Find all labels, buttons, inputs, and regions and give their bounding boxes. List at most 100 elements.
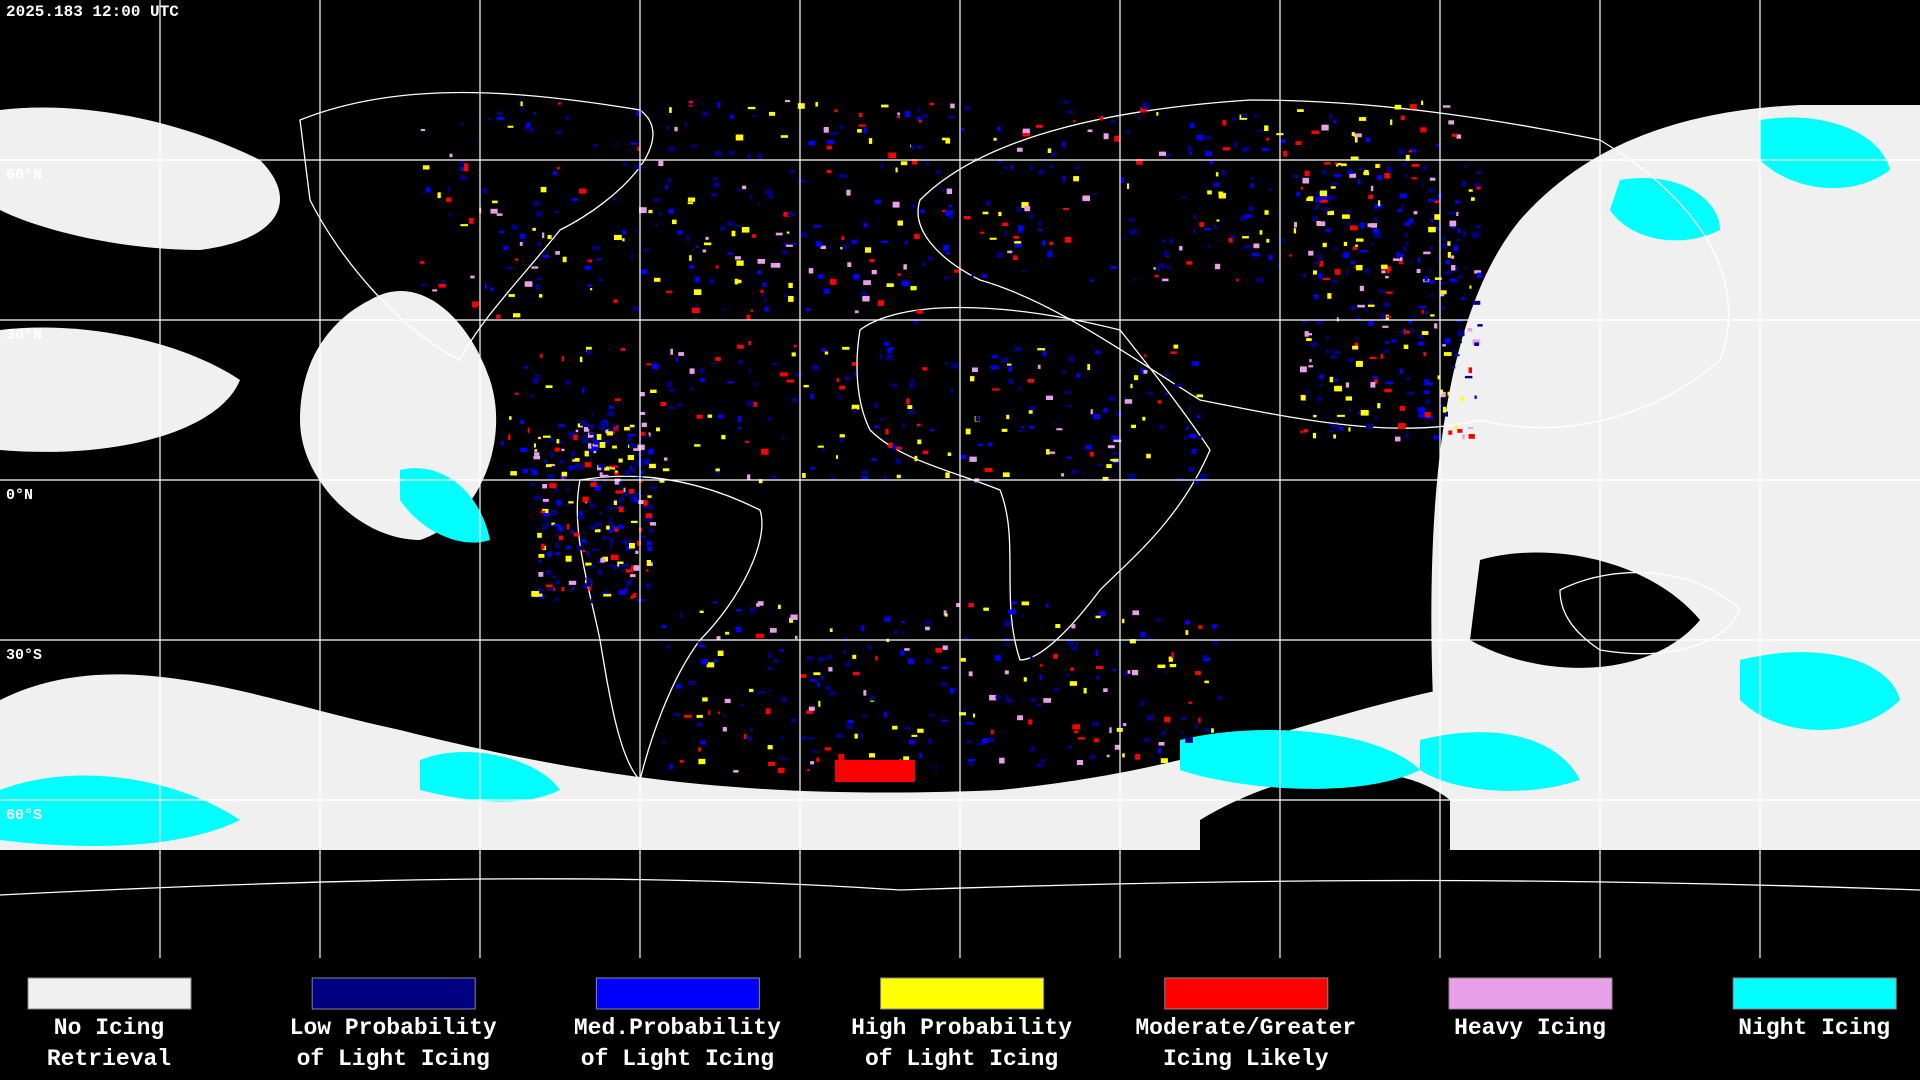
icing-speckle [571,198,578,201]
icing-speckle [945,210,954,216]
icing-speckle [535,277,543,281]
icing-speckle [685,122,688,128]
icing-speckle [1428,280,1435,284]
icing-speckle [1165,392,1168,396]
icing-speckle [1203,227,1211,231]
icing-speckle [1404,173,1407,178]
icing-speckle [996,252,1003,259]
icing-speckle [722,727,727,732]
icing-speckle [1030,746,1035,753]
icing-speckle [1301,319,1309,323]
icing-speckle [838,174,847,179]
icing-speckle [1242,146,1249,153]
icing-speckle [571,587,574,591]
icing-speckle [1337,414,1345,417]
icing-speckle [1113,668,1117,671]
icing-speckle [587,424,595,429]
icing-speckle [1373,228,1379,234]
icing-speckle [1394,104,1402,110]
icing-speckle [920,209,925,214]
icing-speckle [1013,255,1018,260]
icing-speckle [1409,261,1412,264]
icing-speckle [749,688,754,693]
icing-speckle [836,378,840,383]
icing-speckle [1400,257,1403,261]
icing-speckle [1319,193,1328,200]
icing-speckle [1474,182,1481,187]
icing-speckle [605,506,614,510]
icing-speckle [834,109,838,113]
icing-speckle [635,550,639,554]
icing-speckle [734,256,741,260]
icing-speckle [750,727,753,732]
icing-speckle [1095,350,1101,354]
icing-speckle [750,309,753,312]
icing-speckle [929,102,934,106]
icing-speckle [488,117,491,120]
icing-speckle [941,137,950,141]
icing-speckle [922,367,928,371]
icing-speckle [825,685,832,690]
icing-speckle [871,458,877,461]
icing-speckle [1165,153,1173,157]
icing-speckle [1028,410,1033,414]
legend-label: Med.Probability [574,1015,781,1041]
icing-speckle [770,263,774,268]
icing-speckle [1356,265,1363,271]
icing-speckle [768,761,776,766]
icing-speckle [1257,129,1264,132]
icing-speckle [625,562,630,567]
icing-speckle [896,474,901,479]
icing-speckle [1437,375,1441,380]
icing-speckle [1406,376,1410,381]
icing-speckle [1007,250,1013,254]
icing-speckle [797,103,805,109]
icing-speckle [542,232,545,239]
icing-speckle [639,207,647,214]
icing-speckle [823,127,829,133]
icing-speckle [972,367,978,372]
icing-speckle [631,565,634,571]
icing-speckle [787,212,796,216]
icing-speckle [1477,272,1482,279]
icing-speckle [809,679,818,682]
icing-speckle [1216,219,1220,222]
icing-speckle [1442,406,1447,413]
icing-speckle [991,355,998,359]
icing-speckle [747,153,751,159]
icing-speckle [1039,664,1043,667]
icing-speckle [1140,367,1144,374]
icing-speckle [694,444,701,447]
icing-speckle [653,197,661,202]
icing-speckle [662,741,666,744]
icing-speckle [606,525,610,530]
icing-speckle [1089,279,1094,282]
icing-speckle [687,197,696,202]
icing-speckle [613,425,619,432]
icing-speckle [930,429,934,432]
icing-speckle [638,500,644,505]
icing-speckle [485,283,488,289]
icing-speckle [912,318,919,325]
icing-speckle [1397,208,1403,212]
icing-speckle [1228,237,1233,243]
icing-speckle [757,601,764,606]
icing-speckle [635,476,643,480]
icing-speckle [636,110,642,116]
icing-speckle [968,603,974,608]
icing-speckle [1163,250,1170,257]
icing-speckle [1089,451,1094,457]
icing-speckle [699,644,706,648]
icing-speckle [980,231,985,234]
icing-speckle [702,111,709,117]
icing-speckle [1334,162,1338,165]
icing-speckle [1218,191,1224,195]
icing-speckle [613,500,617,505]
icing-speckle [689,265,695,269]
icing-speckle [545,584,553,588]
icing-speckle [909,383,915,389]
icing-speckle [1453,245,1459,252]
icing-speckle [662,625,667,629]
icing-speckle [879,353,883,360]
